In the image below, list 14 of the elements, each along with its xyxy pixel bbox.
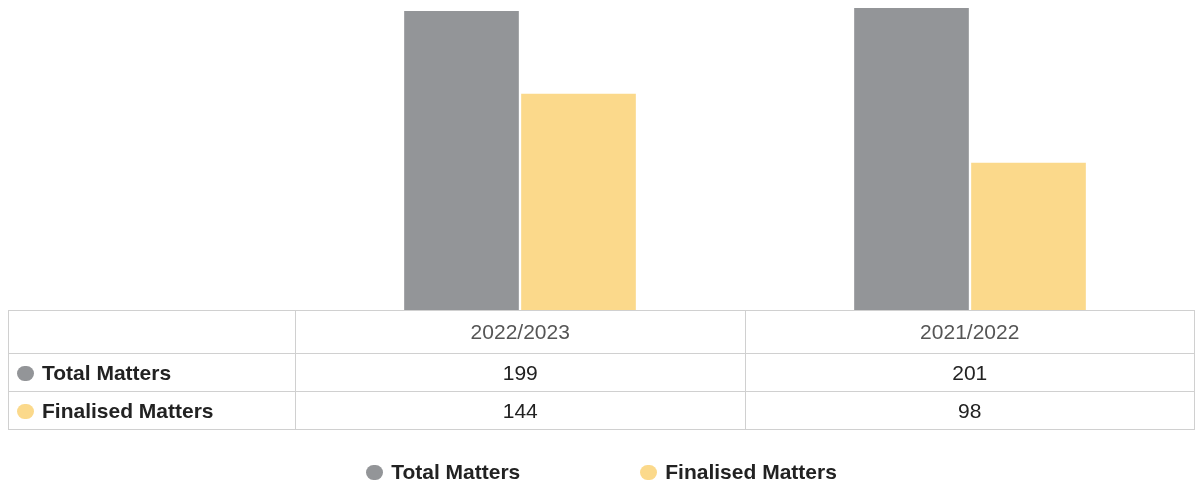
bar [404, 11, 519, 310]
data-label: 201 [745, 353, 1195, 392]
bar [854, 8, 969, 310]
text: Total Matters [42, 360, 172, 384]
bar [521, 93, 636, 310]
data-label: 98 [745, 391, 1195, 430]
x-tick-label: 2022/2023 [295, 310, 745, 354]
legend-label: Total Matters [391, 460, 521, 484]
data-label: 199 [295, 353, 745, 392]
data-label: 144 [295, 391, 745, 430]
x-tick-label: 2021/2022 [745, 310, 1195, 354]
legend-label: Finalised Matters [665, 460, 837, 484]
text: Finalised Matters [42, 398, 214, 422]
bar [971, 162, 1086, 310]
